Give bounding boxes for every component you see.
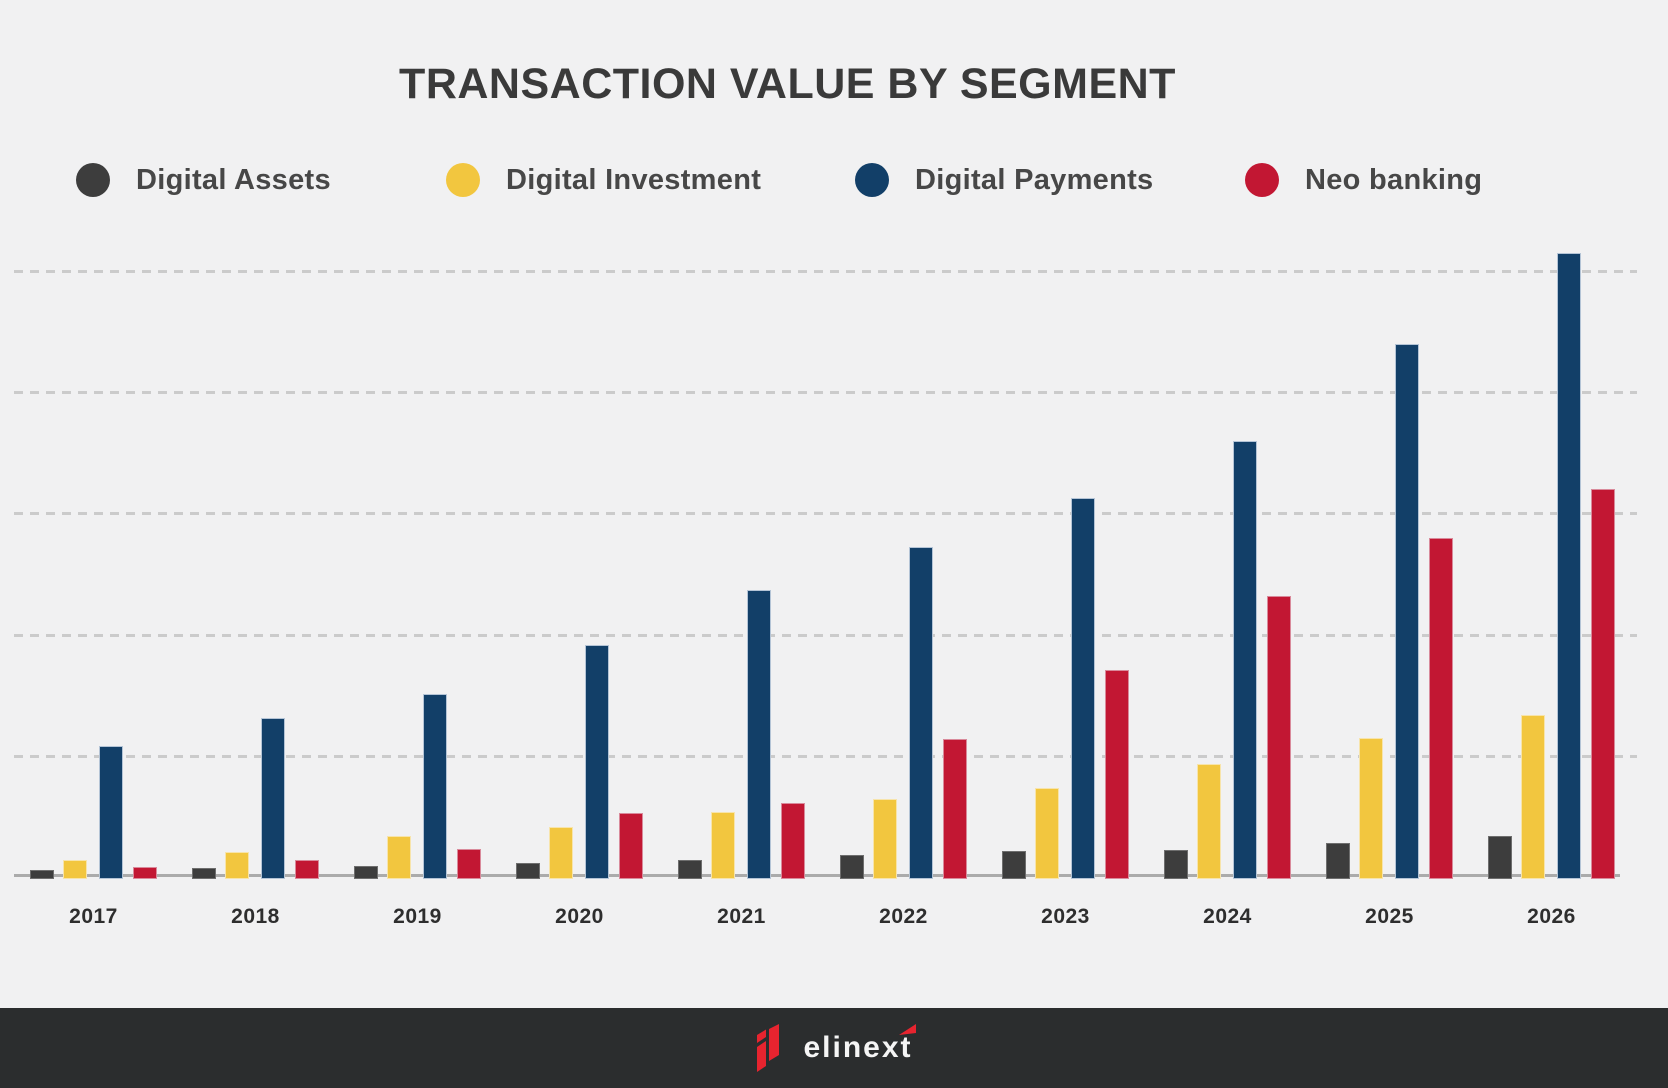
bar-neo-banking-2022 [943, 738, 967, 879]
legend-item-digital-assets: Digital Assets [76, 163, 331, 197]
bar-digital-payments-2021 [747, 590, 771, 879]
bar-digital-assets-2022 [840, 854, 864, 879]
bar-digital-investment-2026 [1521, 715, 1545, 879]
x-axis-label-2025: 2025 [1365, 905, 1414, 928]
x-axis-label-2024: 2024 [1203, 905, 1252, 928]
gridline [14, 270, 1637, 273]
bar-digital-investment-2025 [1359, 737, 1383, 879]
bar-digital-assets-2023 [1002, 850, 1026, 879]
x-axis-label-2017: 2017 [69, 905, 118, 928]
bar-digital-payments-2026 [1557, 252, 1581, 879]
x-axis-label-2020: 2020 [555, 905, 604, 928]
legend-label: Neo banking [1305, 163, 1483, 196]
bar-digital-payments-2017 [99, 745, 123, 879]
legend-dot [1245, 163, 1279, 197]
bar-digital-investment-2019 [387, 836, 411, 879]
legend-dot [76, 163, 110, 197]
bar-digital-assets-2024 [1164, 849, 1188, 879]
legend-label: Digital Assets [136, 163, 331, 196]
bar-digital-payments-2019 [423, 694, 447, 879]
x-axis-label-2018: 2018 [231, 905, 280, 928]
brand-name: elinext [803, 1031, 913, 1064]
bar-neo-banking-2026 [1591, 489, 1615, 879]
bar-digital-payments-2023 [1071, 498, 1095, 880]
bar-digital-assets-2017 [30, 869, 54, 879]
bar-neo-banking-2018 [295, 860, 319, 879]
bar-digital-investment-2021 [711, 811, 735, 879]
x-axis-label-2022: 2022 [879, 905, 928, 928]
legend-dot [855, 163, 889, 197]
legend-label: Digital Payments [915, 163, 1154, 196]
footer-bar: elinext [0, 1008, 1668, 1088]
legend-item-digital-payments: Digital Payments [855, 163, 1154, 197]
bar-neo-banking-2024 [1267, 596, 1291, 879]
brand-logo: elinext [755, 1024, 916, 1072]
legend-item-digital-investment: Digital Investment [446, 163, 761, 197]
bar-digital-investment-2024 [1197, 763, 1221, 879]
bar-neo-banking-2025 [1429, 537, 1453, 879]
bar-digital-assets-2026 [1488, 836, 1512, 879]
bar-digital-assets-2018 [192, 867, 216, 879]
x-axis-label-2021: 2021 [717, 905, 766, 928]
legend-label: Digital Investment [506, 163, 762, 196]
bar-digital-assets-2025 [1326, 842, 1350, 879]
x-axis-label-2019: 2019 [393, 905, 442, 928]
bar-digital-payments-2020 [585, 644, 609, 879]
bar-digital-investment-2018 [225, 851, 249, 879]
bar-digital-payments-2018 [261, 718, 285, 879]
gridline [14, 633, 1637, 637]
bar-digital-payments-2024 [1233, 440, 1257, 879]
elinext-logo-icon [757, 1024, 780, 1072]
bar-digital-investment-2022 [873, 799, 897, 879]
bar-digital-investment-2023 [1035, 787, 1059, 879]
x-axis-line [14, 874, 1620, 877]
bar-digital-assets-2021 [678, 860, 702, 879]
x-axis-label-2026: 2026 [1527, 905, 1576, 928]
x-axis-label-2023: 2023 [1041, 905, 1090, 928]
gridline [14, 512, 1637, 516]
gridline [14, 391, 1637, 395]
gridline [14, 754, 1637, 758]
bar-digital-assets-2020 [516, 863, 540, 879]
bar-digital-investment-2017 [63, 860, 87, 879]
legend-item-neo-banking: Neo banking [1245, 163, 1482, 197]
brand-flag-icon [898, 1024, 916, 1035]
bar-neo-banking-2020 [619, 813, 643, 879]
bar-digital-investment-2020 [549, 826, 573, 879]
chart-title: TRANSACTION VALUE BY SEGMENT [399, 60, 1176, 108]
bar-neo-banking-2019 [457, 848, 481, 879]
legend-dot [446, 163, 480, 197]
bar-digital-payments-2025 [1395, 343, 1419, 879]
bar-neo-banking-2017 [133, 866, 157, 879]
bar-digital-assets-2019 [354, 866, 378, 879]
bar-digital-payments-2022 [909, 546, 933, 879]
bar-neo-banking-2023 [1105, 669, 1129, 879]
bar-neo-banking-2021 [781, 802, 805, 879]
